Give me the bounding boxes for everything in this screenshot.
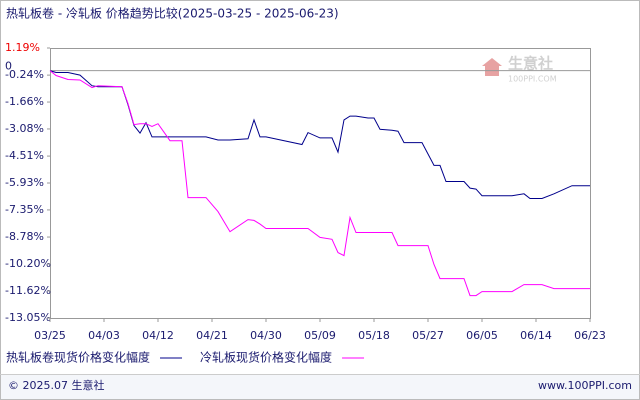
footer-copyright: © 2025.07 生意社 — [8, 378, 104, 392]
y-tick-label: 0 — [5, 60, 12, 73]
y-tick-label: -1.66% — [5, 95, 44, 108]
x-tick-label: 04/30 — [250, 329, 282, 342]
y-tick-label: -4.51% — [5, 149, 44, 162]
x-tick-label: 04/12 — [142, 329, 174, 342]
x-tick-label: 04/21 — [196, 329, 228, 342]
footer-band — [1, 375, 639, 399]
y-tick-label: -0.24% — [5, 68, 44, 81]
series-line — [49, 70, 590, 297]
y-tick-label: -3.08% — [5, 122, 44, 135]
x-tick-label: 04/03 — [88, 329, 120, 342]
x-tick-label: 05/18 — [358, 329, 390, 342]
y-tick-label: -11.62% — [5, 284, 51, 297]
chart-title: 热轧板卷 - 冷轧板 价格趋势比较(2025-03-25 - 2025-06-2… — [6, 6, 339, 21]
legend-label: 热轧板卷现货价格变化幅度 — [6, 350, 150, 365]
watermark-logo — [482, 58, 502, 76]
y-tick-label: -7.35% — [5, 203, 44, 216]
watermark: 生意社 100PPI.COM — [482, 55, 557, 84]
y-tick-label: -10.20% — [5, 257, 51, 270]
watermark-site: 100PPI.COM — [508, 75, 557, 84]
y-tick-label: -8.78% — [5, 230, 44, 243]
x-tick-label: 05/27 — [412, 329, 444, 342]
y-tick-label: 1.19% — [5, 41, 40, 54]
x-tick-label: 06/14 — [520, 329, 552, 342]
y-tick-label: -13.05% — [5, 311, 51, 324]
x-tick-label: 06/05 — [466, 329, 498, 342]
x-tick-label: 06/23 — [574, 329, 606, 342]
y-tick-label: -5.93% — [5, 176, 44, 189]
plot-area — [50, 48, 591, 319]
x-tick-label: 03/25 — [34, 329, 66, 342]
x-tick-label: 05/09 — [304, 329, 336, 342]
series-line — [49, 70, 590, 199]
legend-label: 冷轧板现货价格变化幅度 — [200, 350, 332, 365]
footer-site: www.100PPI.com — [538, 379, 632, 392]
watermark-brand: 生意社 — [508, 55, 553, 73]
